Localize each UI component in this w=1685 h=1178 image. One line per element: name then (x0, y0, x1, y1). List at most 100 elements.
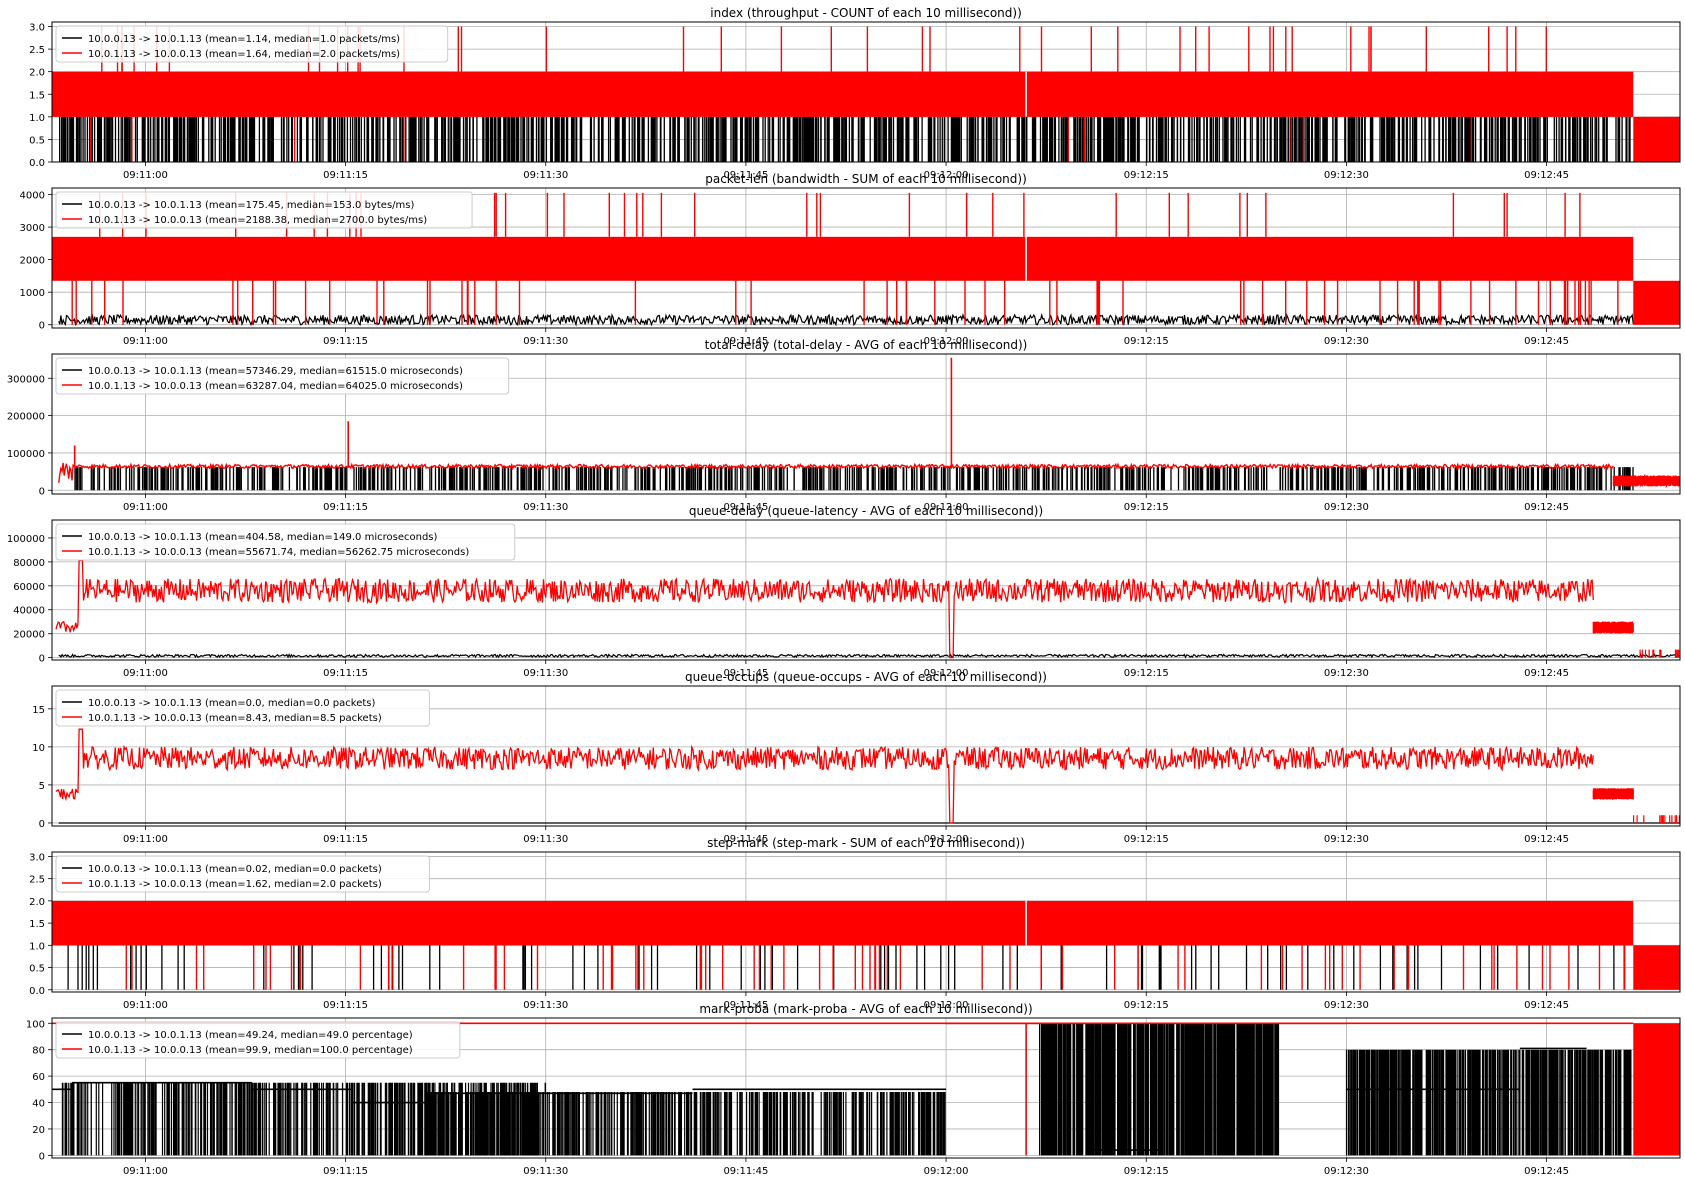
legend-entry: 10.0.1.13 -> 10.0.0.13 (mean=8.43, media… (88, 713, 382, 724)
x-tick-label: 09:12:15 (1124, 502, 1169, 513)
legend: 10.0.0.13 -> 10.0.1.13 (mean=175.45, med… (55, 191, 473, 229)
legend-entry: 10.0.1.13 -> 10.0.0.13 (mean=1.64, media… (88, 49, 400, 60)
x-tick-label: 09:12:00 (924, 668, 969, 679)
axes-frame (51, 519, 1681, 661)
legend: 10.0.0.13 -> 10.0.1.13 (mean=49.24, medi… (55, 1021, 461, 1059)
y-tick-label: 2.5 (29, 875, 45, 886)
y-tick-label: 40 (32, 1099, 45, 1110)
x-tick-label: 09:11:15 (323, 834, 368, 845)
x-tick-label: 09:11:00 (123, 336, 168, 347)
series-1-marks (74, 467, 1634, 491)
x-tick-label: 09:12:45 (1524, 170, 1569, 181)
x-tick-label: 09:11:15 (323, 502, 368, 513)
series-2-line (58, 462, 1614, 483)
series-2-band (52, 71, 1634, 117)
chart-panel-7: mark-proba (mark-proba - AVG of each 10 … (26, 1002, 1681, 1177)
y-tick-label: 2.0 (29, 68, 45, 79)
legend-entry: 10.0.1.13 -> 10.0.0.13 (mean=1.62, media… (88, 879, 382, 890)
y-tick-label: 60000 (13, 582, 45, 593)
legend-entry: 10.0.0.13 -> 10.0.1.13 (mean=404.58, med… (88, 532, 438, 543)
x-tick-label: 09:12:15 (1124, 1000, 1169, 1011)
x-tick-label: 09:11:00 (123, 1166, 168, 1177)
x-tick-label: 09:11:45 (723, 502, 768, 513)
series-2-tail (1633, 815, 1680, 823)
series-1-marks (1345, 1049, 1632, 1156)
x-tick-label: 09:11:45 (723, 668, 768, 679)
x-tick-label: 09:12:00 (924, 502, 969, 513)
y-tick-label: 100 (26, 1019, 45, 1030)
y-tick-label: 2.5 (29, 45, 45, 56)
plot-area (52, 1022, 1680, 1156)
chart-title: total-delay (total-delay - AVG of each 1… (705, 338, 1028, 352)
series-2-tail (1639, 649, 1680, 658)
series-2-tail (1633, 116, 1680, 162)
y-tick-label: 100000 (7, 449, 45, 460)
y-tick-label: 3.0 (29, 852, 45, 863)
series-2-line (55, 728, 1594, 824)
x-tick-label: 09:12:00 (924, 1166, 969, 1177)
x-tick-label: 09:11:15 (323, 1166, 368, 1177)
series-2-tail (1633, 1023, 1680, 1156)
series-1-line (58, 312, 1634, 327)
y-tick-label: 15 (32, 705, 45, 716)
x-tick-label: 09:12:30 (1324, 834, 1369, 845)
series-2-line (55, 559, 1594, 659)
y-tick-label: 0.5 (29, 964, 45, 975)
y-tick-label: 4000 (20, 191, 45, 202)
x-tick-label: 09:11:00 (123, 834, 168, 845)
legend: 10.0.0.13 -> 10.0.1.13 (mean=57346.29, m… (55, 357, 510, 395)
chart-panel-3: total-delay (total-delay - AVG of each 1… (7, 338, 1681, 513)
y-tick-label: 0 (39, 819, 45, 830)
legend-box (55, 689, 430, 727)
legend-box (55, 1021, 461, 1059)
y-tick-label: 1.5 (29, 919, 45, 930)
x-tick-label: 09:12:30 (1324, 170, 1369, 181)
series-2-tail (1612, 474, 1680, 488)
axes-frame (51, 685, 1681, 827)
axes-frame (51, 21, 1681, 163)
legend: 10.0.0.13 -> 10.0.1.13 (mean=0.0, median… (55, 689, 430, 727)
plot-area (52, 26, 1680, 162)
y-tick-label: 40000 (13, 606, 45, 617)
x-tick-label: 09:11:00 (123, 502, 168, 513)
x-tick-label: 09:11:30 (523, 502, 568, 513)
x-tick-label: 09:11:45 (723, 1000, 768, 1011)
y-tick-label: 5 (39, 781, 45, 792)
x-tick-label: 09:12:45 (1524, 1166, 1569, 1177)
axes-frame (51, 1017, 1681, 1159)
x-tick-label: 09:12:45 (1524, 834, 1569, 845)
x-tick-label: 09:11:45 (723, 170, 768, 181)
plot-area (55, 559, 1680, 659)
x-tick-label: 09:12:15 (1124, 170, 1169, 181)
legend-box (55, 191, 473, 229)
legend-box (55, 357, 510, 395)
legend-entry: 10.0.0.13 -> 10.0.1.13 (mean=175.45, med… (88, 200, 414, 211)
chart-panel-2: packet-len (bandwidth - SUM of each 10 m… (20, 172, 1681, 347)
y-tick-label: 0 (39, 486, 45, 497)
x-tick-label: 09:11:45 (723, 336, 768, 347)
y-tick-label: 3000 (20, 223, 45, 234)
x-tick-label: 09:11:00 (123, 1000, 168, 1011)
x-tick-label: 09:12:15 (1124, 668, 1169, 679)
x-tick-label: 09:11:30 (523, 1166, 568, 1177)
legend-box (55, 855, 430, 893)
x-tick-label: 09:12:45 (1524, 668, 1569, 679)
series-1-marks (425, 1092, 946, 1156)
y-tick-label: 80000 (13, 558, 45, 569)
chart-panel-5: queue-occups (queue-occups - AVG of each… (32, 670, 1681, 845)
x-tick-label: 09:11:30 (523, 336, 568, 347)
series-2-tail (1633, 280, 1680, 325)
legend-entry: 10.0.0.13 -> 10.0.1.13 (mean=1.14, media… (88, 34, 400, 45)
x-tick-label: 09:12:15 (1124, 1166, 1169, 1177)
legend: 10.0.0.13 -> 10.0.1.13 (mean=404.58, med… (55, 523, 516, 561)
x-tick-label: 09:12:00 (924, 170, 969, 181)
legend-entry: 10.0.1.13 -> 10.0.0.13 (mean=63287.04, m… (88, 381, 463, 392)
y-tick-label: 1.0 (29, 113, 45, 124)
legend-entry: 10.0.0.13 -> 10.0.1.13 (mean=49.24, medi… (88, 1030, 413, 1041)
y-tick-label: 1.5 (29, 90, 45, 101)
y-tick-label: 0 (39, 654, 45, 665)
y-tick-label: 2000 (20, 256, 45, 267)
x-tick-label: 09:12:00 (924, 336, 969, 347)
chart-panel-4: queue-delay (queue-latency - AVG of each… (7, 504, 1681, 679)
series-1-marks (59, 116, 1631, 162)
